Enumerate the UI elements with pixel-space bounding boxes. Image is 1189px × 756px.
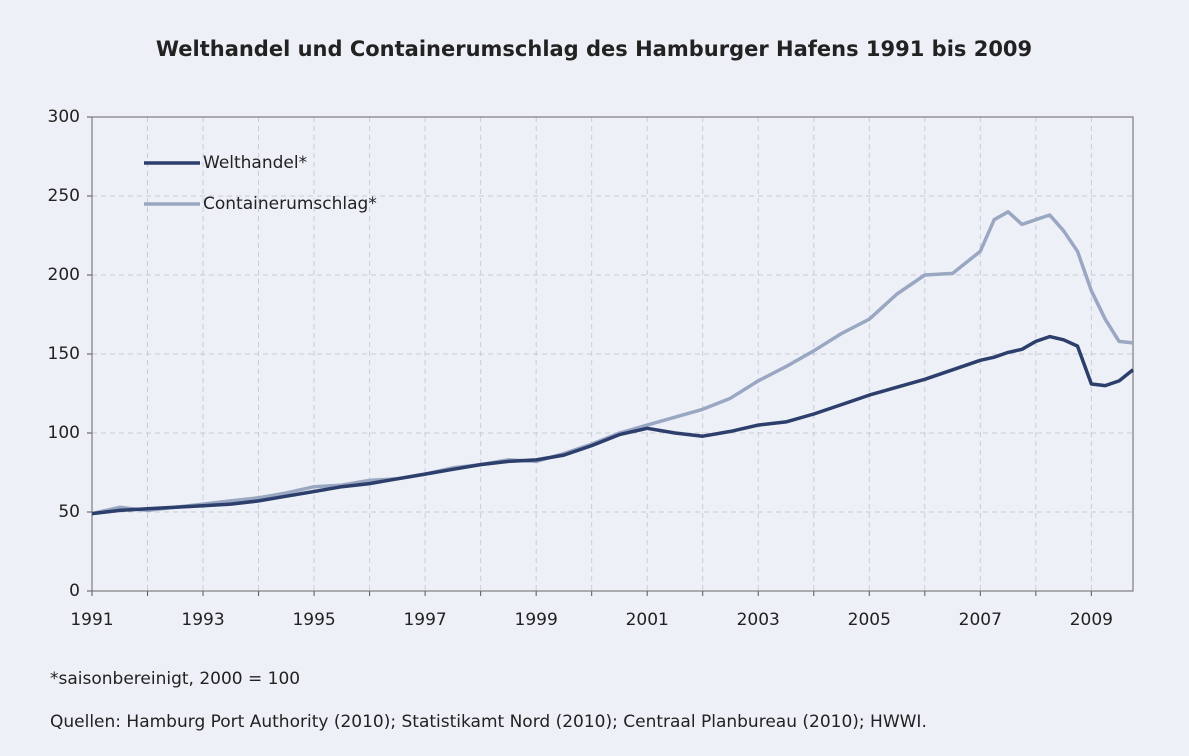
y-tick-label: 200 <box>48 265 80 285</box>
source: Quellen: Hamburg Port Authority (2010); … <box>50 712 927 732</box>
y-tick-label: 50 <box>58 502 80 522</box>
y-tick-label: 250 <box>48 186 80 206</box>
x-tick-label: 2007 <box>959 610 1002 630</box>
note: *saisonbereinigt, 2000 = 100 <box>50 669 300 689</box>
y-tick-label: 0 <box>69 581 80 601</box>
x-tick-label: 2009 <box>1070 610 1113 630</box>
x-tick-label: 2003 <box>737 610 780 630</box>
series-line <box>91 210 1134 516</box>
series-line <box>91 334 1135 516</box>
y-tick-label: 100 <box>48 423 80 443</box>
chart-title: Welthandel und Containerumschlag des Ham… <box>156 37 1032 61</box>
legend-label: Containerumschlag* <box>203 194 377 214</box>
y-tick-label: 300 <box>48 107 80 127</box>
legend-label: Welthandel* <box>203 153 307 173</box>
x-tick-label: 1993 <box>181 610 224 630</box>
x-tick-label: 1997 <box>403 610 446 630</box>
x-tick-label: 1999 <box>515 610 558 630</box>
plot-frame <box>91 116 1134 592</box>
x-tick-label: 2001 <box>626 610 669 630</box>
x-tick-label: 2005 <box>848 610 891 630</box>
x-tick-label: 1991 <box>70 610 113 630</box>
x-tick-label: 1995 <box>292 610 335 630</box>
y-tick-label: 150 <box>48 344 80 364</box>
